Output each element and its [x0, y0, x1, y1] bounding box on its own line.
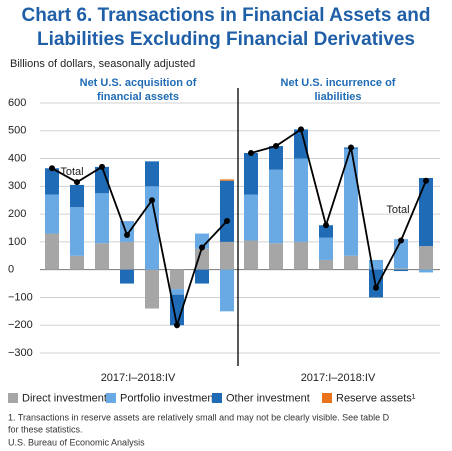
bar-segment — [244, 240, 258, 270]
bar-segment — [120, 269, 134, 284]
legend-swatch — [322, 393, 332, 403]
total-point — [348, 144, 354, 151]
bar-segment — [269, 146, 283, 170]
bar-segment — [95, 243, 109, 270]
x-axis-label: 2017:I–2018:IV — [301, 372, 376, 384]
total-point — [49, 165, 55, 172]
bar-segment — [145, 161, 159, 187]
y-tick-label: −200 — [8, 319, 33, 331]
total-point — [248, 150, 254, 156]
y-tick-label: 400 — [8, 152, 26, 164]
bar-segment — [294, 241, 308, 270]
chart-title: Liabilities Excluding Financial Derivati… — [37, 29, 415, 50]
total-point — [149, 197, 155, 204]
total-line — [250, 127, 427, 291]
y-axis-label: Billions of dollars, seasonally adjusted — [10, 58, 195, 70]
bar-segment — [195, 248, 209, 270]
legend-swatch — [106, 393, 116, 403]
footnote: 1. Transactions in reserve assets are re… — [8, 412, 390, 422]
panel-title: liabilities — [314, 91, 361, 103]
total-line — [51, 165, 228, 329]
bar-segment — [419, 178, 433, 247]
bar-segment — [220, 180, 234, 242]
bar-segment — [170, 294, 184, 326]
total-point — [74, 179, 80, 186]
bar-segment — [145, 186, 159, 270]
bar-segment — [419, 246, 433, 270]
source: U.S. Bureau of Economic Analysis — [8, 437, 145, 447]
total-point — [199, 244, 205, 251]
bar-segment — [95, 193, 109, 244]
bar-segment — [419, 269, 433, 273]
bar-segment — [369, 259, 383, 270]
panel-title: financial assets — [97, 91, 179, 103]
total-point — [323, 222, 329, 229]
bar-segment — [344, 255, 358, 270]
bar-segment — [344, 148, 358, 256]
bar-segment — [269, 243, 283, 270]
bar-segment — [95, 166, 109, 194]
y-tick-label: 600 — [8, 97, 26, 109]
annotation: Total — [386, 204, 409, 216]
bar-segment — [319, 225, 333, 238]
y-tick-label: 300 — [8, 180, 26, 192]
bar-segment — [394, 268, 408, 270]
bar-segment — [70, 184, 84, 208]
y-tick-label: 0 — [8, 264, 14, 276]
bar-segment — [45, 168, 59, 195]
legend-label: Other investment — [226, 392, 310, 404]
annotation: Total — [60, 166, 83, 178]
legend-label: Portfolio investment — [120, 392, 217, 404]
bar-segment — [244, 194, 258, 241]
total-point — [273, 143, 279, 150]
bar-segment — [319, 237, 333, 260]
y-tick-label: 200 — [8, 208, 26, 220]
total-point — [398, 237, 404, 244]
total-point — [373, 284, 379, 291]
legend-label: Reserve assets¹ — [336, 392, 416, 404]
bar-segment — [220, 179, 234, 181]
y-tick-label: −100 — [8, 291, 33, 303]
y-tick-label: 100 — [8, 236, 26, 248]
bar-segment — [120, 241, 134, 270]
total-point — [174, 322, 180, 329]
total-point — [423, 177, 429, 184]
bar-segment — [220, 241, 234, 270]
bar-segment — [294, 158, 308, 242]
legend-swatch — [8, 393, 18, 403]
bar-segment — [145, 269, 159, 309]
bar-segment — [195, 269, 209, 284]
bar-segment — [319, 259, 333, 270]
bar-segment — [170, 289, 184, 295]
total-point — [224, 218, 230, 225]
legend-label: Direct investment — [22, 392, 107, 404]
total-point — [298, 126, 304, 133]
panel-title: Net U.S. incurrence of — [281, 77, 396, 89]
chart-title: Chart 6. Transactions in Financial Asset… — [22, 5, 431, 26]
bar-segment — [394, 269, 408, 272]
panel-title: Net U.S. acquisition of — [80, 77, 197, 89]
bar-segment — [45, 194, 59, 234]
x-axis-label: 2017:I–2018:IV — [101, 372, 176, 384]
y-tick-label: −300 — [8, 347, 33, 359]
footnote: for these statistics. — [8, 424, 83, 434]
total-point — [99, 163, 105, 170]
bar-segment — [170, 269, 184, 290]
y-tick-label: 500 — [8, 125, 26, 137]
total-point — [124, 231, 130, 238]
bar-segment — [244, 153, 258, 195]
bar-segment — [269, 169, 283, 244]
bar-segment — [70, 207, 84, 256]
bar-segment — [294, 129, 308, 159]
bar-segment — [220, 269, 234, 312]
bar-segment — [70, 255, 84, 270]
legend-swatch — [212, 393, 222, 403]
bar-segment — [45, 233, 59, 270]
